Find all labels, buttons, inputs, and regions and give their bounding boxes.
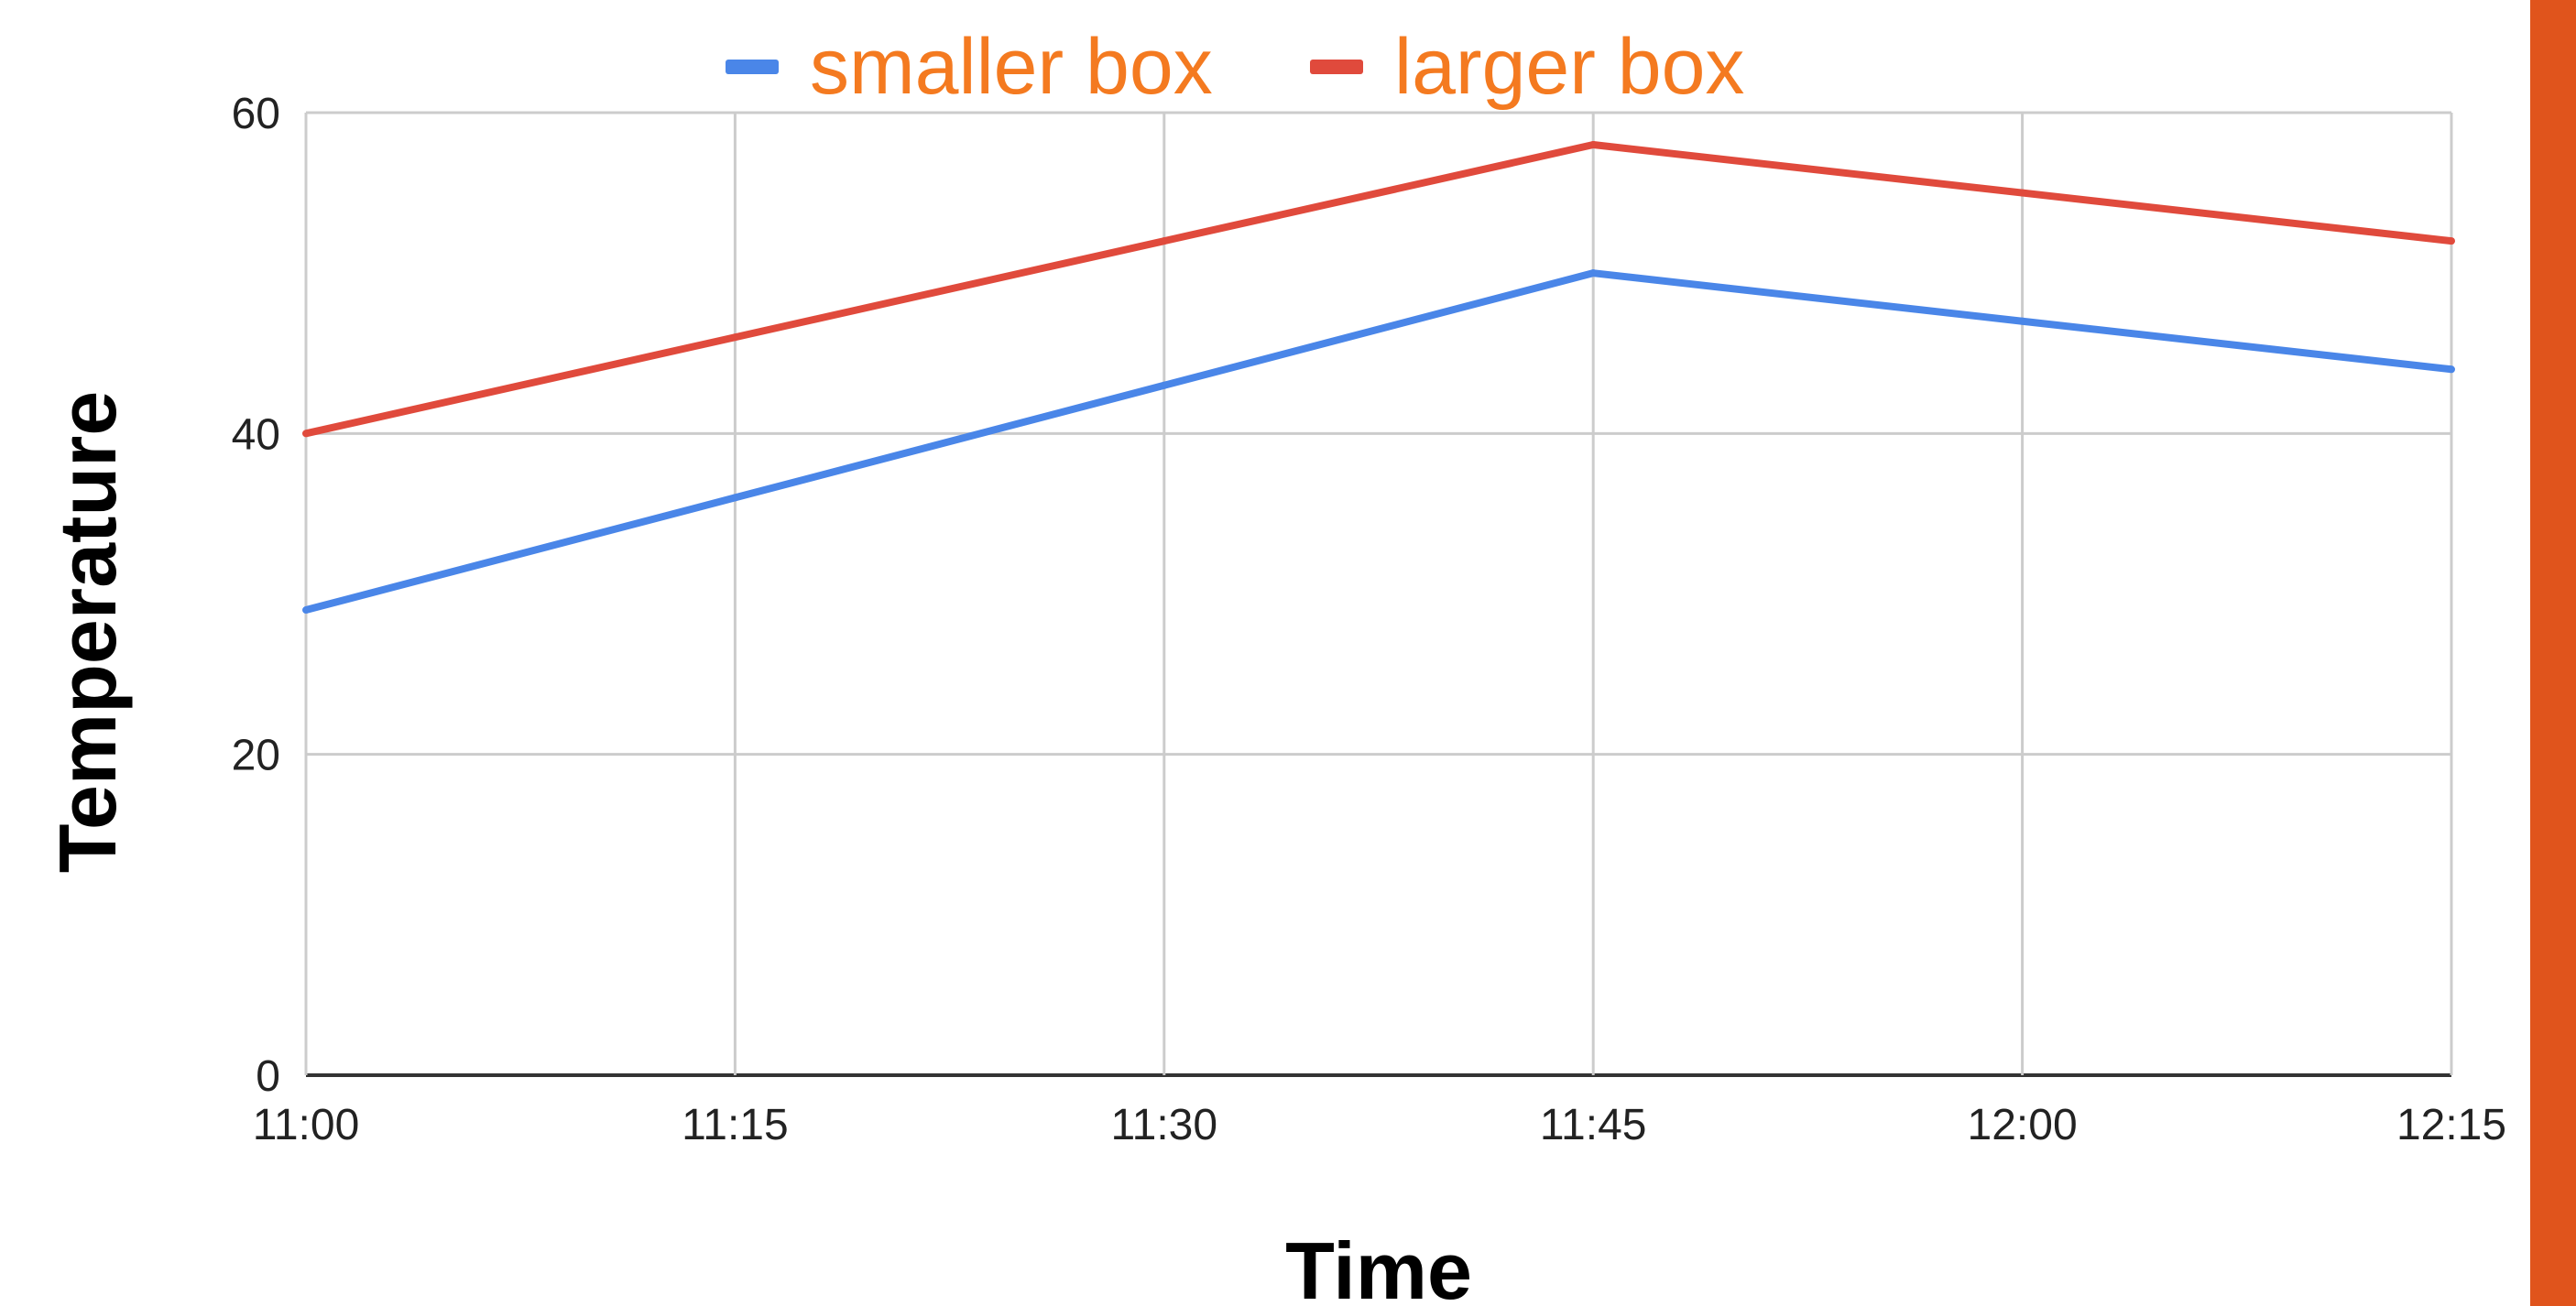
legend-label: smaller box: [810, 23, 1213, 111]
legend-label: larger box: [1394, 23, 1744, 111]
x-tick-label: 11:45: [1540, 1101, 1647, 1149]
x-axis-title: Time: [1285, 1225, 1472, 1306]
data-point: [1589, 269, 1598, 278]
legend-swatch: [1310, 60, 1363, 74]
series-line-smaller-box: [304, 269, 2452, 614]
y-tick-label: 40: [232, 410, 280, 459]
x-tick-label: 11:30: [1111, 1101, 1218, 1149]
data-point: [731, 333, 739, 342]
y-axis-ticks: 0 20 40 60: [232, 90, 280, 1101]
data-point: [2018, 189, 2026, 197]
legend-swatch: [726, 60, 779, 74]
data-point: [1589, 141, 1598, 149]
data-point: [1160, 237, 1168, 245]
x-axis-ticks: 11:00 11:15 11:30 11:45 12:00 12:15: [253, 1101, 2506, 1149]
y-tick-label: 20: [232, 732, 280, 780]
data-point: [731, 494, 739, 502]
data-point: [2018, 317, 2026, 325]
x-tick-label: 11:15: [682, 1101, 789, 1149]
y-tick-label: 60: [232, 90, 280, 138]
x-tick-label: 12:00: [1968, 1101, 2078, 1149]
grid-lines: [304, 111, 2453, 1077]
data-point: [1160, 381, 1168, 389]
legend: smaller box larger box: [726, 23, 1744, 111]
x-tick-label: 11:00: [253, 1101, 360, 1149]
data-point: [302, 430, 310, 438]
data-point: [2448, 237, 2455, 245]
series-lines: [302, 141, 2455, 615]
y-tick-label: 0: [256, 1052, 280, 1101]
x-tick-label: 12:15: [2396, 1101, 2506, 1149]
y-axis-title: Temperature: [42, 391, 133, 874]
data-point: [2448, 365, 2455, 374]
data-point: [302, 606, 310, 615]
series-line-larger-box: [305, 141, 2452, 438]
accent-side-bar: [2530, 0, 2576, 1306]
